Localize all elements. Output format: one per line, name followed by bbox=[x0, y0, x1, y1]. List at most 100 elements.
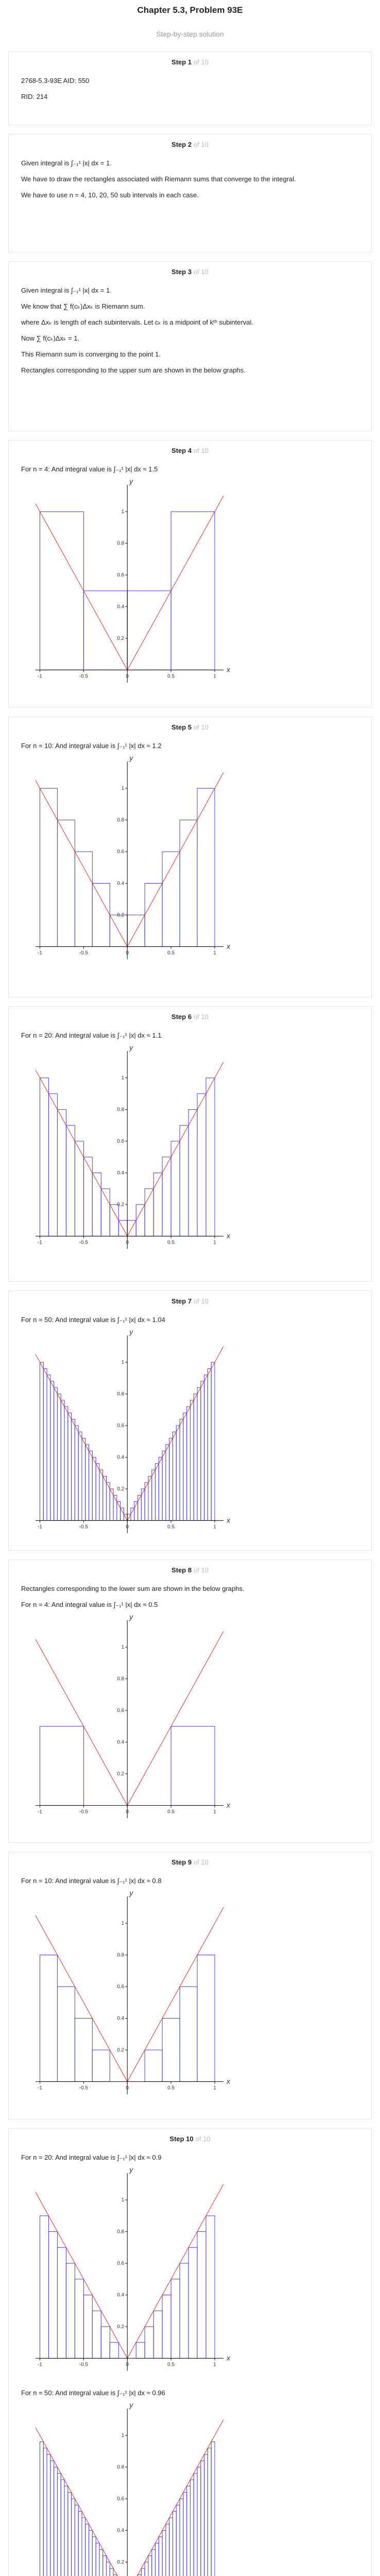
rectangle bbox=[151, 2549, 156, 2576]
function-curve bbox=[36, 1907, 223, 2082]
step: Step 7 of 10 For n = 50: And integral valu… bbox=[8, 1291, 372, 1551]
step-count: of 10 bbox=[194, 1858, 209, 1866]
rectangle bbox=[188, 2247, 198, 2359]
rectangle bbox=[57, 1986, 75, 2082]
rectangle bbox=[158, 2536, 163, 2576]
rectangle bbox=[197, 788, 215, 947]
y-tick-label: 0.2 bbox=[117, 912, 124, 918]
rectangle bbox=[170, 1726, 215, 1806]
step-count: of 10 bbox=[194, 141, 209, 148]
y-tick-label: 0.2 bbox=[117, 636, 124, 641]
y-tick-label: 0.6 bbox=[117, 2496, 124, 2502]
x-tick-label: 1 bbox=[213, 2085, 216, 2091]
rectangle bbox=[207, 2448, 212, 2576]
x-tick-label: 0.5 bbox=[167, 2085, 175, 2091]
x-tick-label: -1 bbox=[38, 950, 42, 956]
function-curve bbox=[36, 1346, 223, 1521]
x-tick-label: -1 bbox=[38, 2085, 42, 2091]
step-text: For n = 20: And integral value is ∫₋₁¹ |… bbox=[21, 2154, 162, 2161]
step-text: We have to use n = 4, 10, 20, 50 sub int… bbox=[21, 191, 199, 199]
step: Step 3 of 10 Given integral is ∫₋₁¹ |x| dx… bbox=[8, 261, 372, 431]
rectangle bbox=[60, 1400, 65, 1521]
y-tick-label: 0.6 bbox=[117, 849, 124, 855]
step-text: For n = 4: And integral value is ∫₋₁¹ |x… bbox=[21, 465, 158, 473]
x-tick-label: 0 bbox=[126, 1240, 129, 1245]
rectangle bbox=[144, 2326, 154, 2359]
rectangle bbox=[179, 2263, 189, 2359]
rectangle bbox=[89, 2530, 93, 2576]
rectangle bbox=[39, 1955, 58, 2082]
rectangle bbox=[204, 2454, 208, 2576]
rectangle bbox=[113, 1495, 117, 1521]
x-tick-label: 1 bbox=[213, 1524, 216, 1530]
step-text: For n = 10: And integral value is ∫₋₁¹ |… bbox=[21, 742, 162, 750]
step-label: Step 1 bbox=[171, 58, 192, 66]
rectangle bbox=[170, 511, 215, 670]
x-tick-label: -0.5 bbox=[79, 1809, 89, 1815]
rectangle bbox=[162, 2294, 171, 2359]
step-label: Step 9 bbox=[171, 1858, 192, 1866]
rectangle bbox=[95, 2543, 100, 2576]
rectangle bbox=[46, 2454, 51, 2576]
rectangle bbox=[179, 2498, 184, 2576]
rectangle bbox=[102, 1476, 107, 1521]
rectangle bbox=[176, 1425, 180, 1521]
x-tick-label: -0.5 bbox=[79, 950, 89, 956]
step-label: Step 3 bbox=[171, 268, 192, 276]
x-axis-label: x bbox=[226, 2353, 231, 2362]
x-axis-label: x bbox=[226, 1801, 231, 1809]
y-tick-label: 1 bbox=[122, 509, 125, 515]
rectangle bbox=[74, 2504, 79, 2576]
rectangle bbox=[130, 1507, 135, 1521]
rectangle bbox=[151, 1469, 156, 1521]
y-tick-label: 0.8 bbox=[117, 1953, 124, 1958]
rectangle bbox=[200, 2460, 205, 2576]
x-tick-label: 1 bbox=[213, 2362, 216, 2367]
y-tick-label: 1 bbox=[122, 1075, 125, 1081]
step-label: Step 2 bbox=[171, 141, 192, 148]
x-tick-label: 0.5 bbox=[167, 1524, 175, 1530]
x-axis-label: x bbox=[226, 1231, 231, 1240]
y-tick-label: 0.8 bbox=[117, 1107, 124, 1113]
rectangle bbox=[43, 1368, 47, 1521]
rectangle bbox=[57, 1394, 61, 1521]
step-count: of 10 bbox=[194, 723, 209, 731]
rectangle bbox=[64, 1406, 68, 1521]
rectangle bbox=[141, 1488, 145, 1521]
riemann-graph: xy-1-0.500.510.20.40.60.81 bbox=[36, 2401, 223, 2576]
step-text: RID: 214 bbox=[21, 93, 48, 100]
step: Step 2 of 10 Given integral is ∫₋₁¹ |x| dx… bbox=[8, 134, 372, 252]
rectangle bbox=[176, 2504, 180, 2576]
rectangle bbox=[48, 1093, 58, 1236]
rectangle bbox=[135, 1204, 145, 1236]
x-tick-label: 0.5 bbox=[167, 2362, 175, 2367]
y-tick-label: 0.8 bbox=[117, 2465, 124, 2470]
rectangle bbox=[74, 851, 93, 947]
y-tick-label: 0.4 bbox=[117, 1739, 124, 1745]
steps: Step 1 of 10 2768-5.3-93E AID: 550 RID: 214… bbox=[0, 52, 380, 2576]
rectangle bbox=[48, 2231, 58, 2359]
rectangle bbox=[83, 1157, 93, 1236]
rectangle bbox=[144, 2049, 163, 2082]
rectangle bbox=[155, 1463, 159, 1521]
rectangle bbox=[165, 1444, 170, 1521]
rectangle bbox=[179, 1125, 189, 1236]
step-text: Now ∑ f(cₖ)Δxₖ = 1. bbox=[21, 334, 80, 342]
rectangle bbox=[186, 1406, 191, 1521]
x-axis-label: x bbox=[226, 2077, 231, 2085]
rectangle bbox=[39, 1362, 44, 1521]
rectangle bbox=[153, 2310, 163, 2359]
rectangle bbox=[109, 2568, 114, 2576]
y-tick-label: 0.2 bbox=[117, 2047, 124, 2053]
x-axis-label: x bbox=[226, 942, 231, 950]
rectangle bbox=[144, 883, 163, 947]
y-tick-label: 0.6 bbox=[117, 572, 124, 578]
x-tick-label: -1 bbox=[38, 1809, 42, 1815]
page-title: Chapter 5.3, Problem 93E bbox=[137, 5, 243, 15]
step: Step 8 of 10 Rectangles corresponding to t… bbox=[8, 1560, 372, 1843]
rectangle bbox=[188, 1109, 198, 1236]
step-count: of 10 bbox=[194, 1297, 209, 1305]
